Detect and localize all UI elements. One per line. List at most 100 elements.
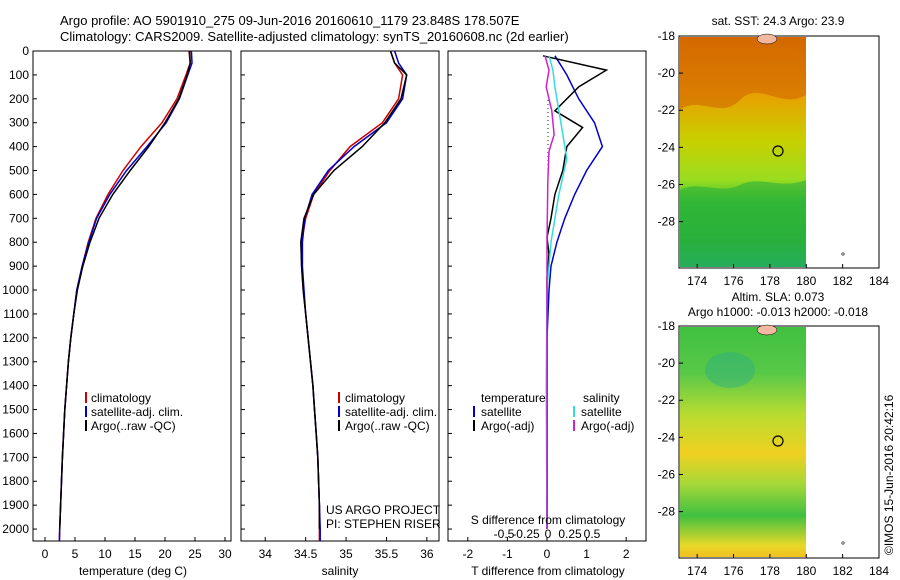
y-tick-label: 1900 [2, 498, 29, 512]
y-tick-label: 2000 [2, 522, 29, 536]
salinity-lines [300, 50, 408, 541]
y-tick-label: 200 [9, 92, 29, 106]
legend-label-climatology: climatology [345, 391, 405, 405]
x-tick-label: 34.5 [294, 547, 318, 561]
x-tick-label: 0 [544, 547, 551, 561]
y-tick-label: 300 [9, 116, 29, 130]
legend-swatch-satellite [338, 406, 340, 417]
credit-project: US ARGO PROJECT [326, 503, 441, 517]
map-x-tick-label: 176 [724, 274, 744, 288]
x-tick-label: 10 [98, 547, 112, 561]
legend-label-argo: Argo(..raw -QC) [345, 419, 430, 433]
x-tick-label: 1 [583, 547, 590, 561]
series-line [58, 50, 193, 542]
map-y-tick-label: -22 [658, 393, 676, 407]
header-line-2: Climatology: CARS2009. Satellite-adjuste… [60, 29, 569, 44]
y-tick-label: 1100 [3, 307, 29, 321]
x-tick-label: 2 [623, 547, 630, 561]
y-tick-label: 1000 [2, 283, 29, 297]
y-tick-label: 1300 [2, 355, 29, 369]
temperature-y-ticks: 0 100 200 300 400 500 600 700 800 900 1000 1100 1200… [2, 44, 37, 536]
legend-swatch-s-argo [573, 420, 575, 431]
y-tick-label: 700 [9, 211, 29, 225]
map-y-tick-label: -20 [658, 66, 676, 80]
legend-swatch-s-satellite [573, 406, 575, 417]
y-tick-label: 900 [9, 259, 29, 273]
legend-swatch-t-satellite [473, 406, 475, 417]
sst-map: sat. SST: 24.3 Argo: 23.9 [658, 14, 890, 288]
s-difference-ticks: -0.5-0.25 0 0.25 0.5 [494, 527, 601, 541]
map-y-tick-label: -18 [658, 319, 676, 333]
x-tick-label: 35 [339, 547, 353, 561]
y-tick-label: 100 [9, 68, 29, 82]
y-tick-label: 400 [9, 140, 29, 154]
argo-position-marker [772, 145, 784, 157]
s-difference-label: S difference from climatology [471, 513, 626, 527]
y-tick-label: 800 [9, 235, 29, 249]
y-tick-label: 1700 [2, 450, 29, 464]
map-y-tick-label: -26 [658, 177, 676, 191]
temperature-x-label: temperature (deg C) [79, 564, 187, 578]
map-y-tick-label: -26 [658, 467, 676, 481]
map-x-tick-label: 184 [869, 564, 889, 578]
legend-label-s-satellite: satellite [581, 405, 622, 419]
map-y-tick-label: -28 [658, 215, 676, 229]
map-x-tick-label: 174 [687, 564, 707, 578]
credit-pi: PI: STEPHEN RISER [326, 517, 441, 531]
y-tick-label: 1500 [2, 403, 29, 417]
temperature-panel-frame [32, 50, 232, 542]
x-tick-label: 35.5 [375, 547, 399, 561]
land-island [756, 324, 778, 336]
legend-label-t-satellite: satellite [481, 405, 522, 419]
sla-map-ticks: 174 176 178 180 182 184 -18 -20 -22 -24 -26 -28 [658, 319, 890, 578]
legend-label-s-argo: Argo(-adj) [581, 419, 634, 433]
map-y-tick-label: -24 [658, 430, 676, 444]
legend-swatch-argo [85, 420, 87, 431]
y-tick-label: 1400 [2, 379, 29, 393]
series-line [58, 50, 191, 530]
x-tick-label: 30 [218, 547, 232, 561]
series-line [300, 50, 408, 529]
map-x-tick-label: 178 [760, 564, 780, 578]
y-tick-label: 500 [9, 164, 29, 178]
map-x-tick-label: 180 [796, 564, 816, 578]
legend-swatch-argo [338, 420, 340, 431]
salinity-panel: 34 34.5 35 35.5 36 salinity climatology sate… [240, 50, 441, 578]
difference-x-ticks: -2 -1 0 1 2 [462, 537, 630, 561]
x-tick-label: 20 [158, 547, 172, 561]
sla-map-title-2: Argo h1000: -0.013 h2000: -0.018 [688, 305, 868, 319]
temperature-x-ticks: 0 5 10 15 20 25 30 [42, 537, 232, 561]
sla-low-blob [705, 352, 755, 388]
argo-position-marker [772, 435, 784, 447]
legend-title-temperature: temperature [481, 391, 546, 405]
y-tick-label: 1200 [2, 331, 29, 345]
legend-label-climatology: climatology [91, 391, 151, 405]
map-y-tick-label: -24 [658, 140, 676, 154]
x-tick-label: 36 [420, 547, 434, 561]
map-x-tick-label: 176 [724, 564, 744, 578]
header-line-1: Argo profile: AO 5901910_275 09-Jun-2016… [60, 13, 520, 28]
legend-swatch-satellite [85, 406, 87, 417]
s-tick-label: 0 [545, 527, 552, 541]
y-tick-label: 0 [22, 44, 29, 58]
y-tick-label: 1600 [2, 426, 29, 440]
map-y-tick-label: -18 [658, 29, 676, 43]
x-tick-label: 25 [188, 547, 202, 561]
difference-legend: temperature salinity satellite Argo(-adj… [473, 391, 634, 433]
map-y-tick-label: -28 [658, 505, 676, 519]
y-tick-label: 1800 [2, 474, 29, 488]
sst-map-title: sat. SST: 24.3 Argo: 23.9 [712, 14, 845, 28]
difference-y-ticks [448, 50, 452, 530]
sst-green-band [680, 180, 806, 267]
x-tick-label: -1 [502, 547, 513, 561]
series-line [58, 50, 191, 542]
legend-swatch-climatology [85, 392, 87, 403]
legend-title-salinity: salinity [583, 391, 620, 405]
series-line [546, 55, 604, 529]
x-tick-label: 5 [72, 547, 79, 561]
map-x-tick-label: 174 [687, 274, 707, 288]
map-x-tick-label: 178 [760, 274, 780, 288]
land-island [756, 33, 778, 45]
legend-label-satellite: satellite-adj. clim. [91, 405, 183, 419]
